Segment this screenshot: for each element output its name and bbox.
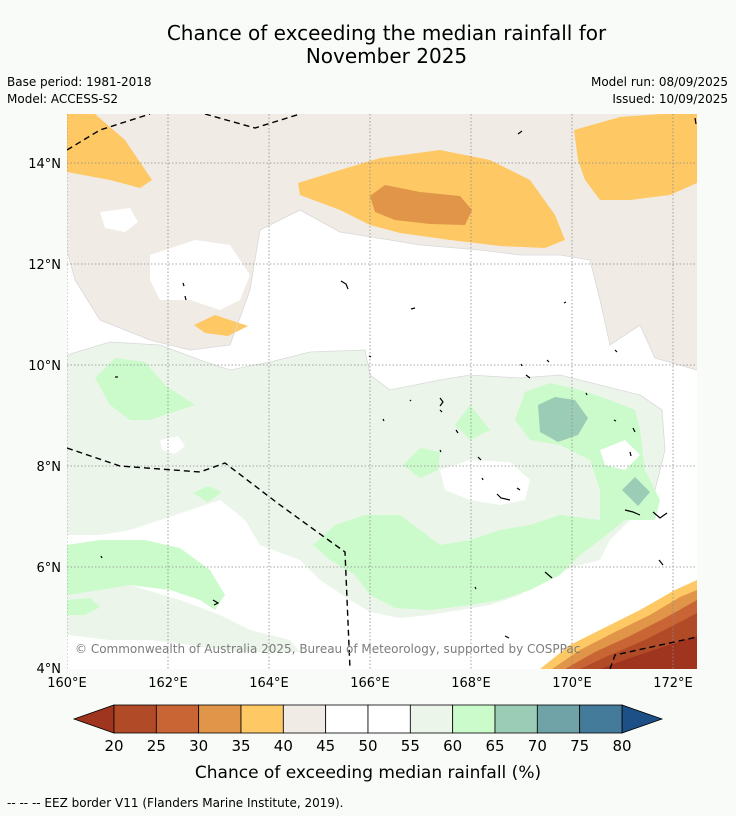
model-name: Model: ACCESS-S2 [7,92,119,106]
colorbar-segment [198,704,242,734]
colorbar-tick-label: 35 [231,737,250,755]
colorbar-tick-label: 70 [528,737,547,755]
y-tick-label: 8°N [37,460,62,475]
colorbar-tick-label: 50 [358,737,377,755]
contour-65-70-north [538,397,588,442]
colorbar-segment [282,704,327,734]
colorbar-segment [536,704,581,734]
x-axis: 160°E 162°E 164°E 166°E 168°E 170°E 172°… [47,676,693,691]
contour-60-65-small-3 [403,448,440,478]
x-tick-label: 168°E [451,676,491,691]
colorbar-segment [240,704,284,734]
colorbar-extend-low [72,704,115,734]
colorbar-segment [325,704,369,734]
contour-50-white-hole-1 [150,240,250,310]
y-tick-label: 10°N [28,359,61,374]
colorbar-tick-label: 45 [316,737,335,755]
colorbar-tick-label: 80 [612,737,631,755]
contour-65-70-south [622,477,650,506]
model-run: Model run: 08/09/2025 [590,75,728,89]
contour-40-45-small [194,315,248,336]
map-title: Chance of exceeding the median rainfall … [0,22,736,68]
meta-right: Model run: 08/09/2025 Issued: 10/09/2025 [591,74,728,108]
y-tick-label: 14°N [28,157,61,172]
colorbar-tick-label: 75 [570,737,589,755]
contour-60-65-small-2 [67,598,100,615]
x-tick-label: 160°E [47,676,87,691]
eez-borders [67,114,697,669]
issued-date: Issued: 10/09/2025 [612,92,728,106]
colorbar-segment [113,704,157,734]
meta-left: Base period: 1981-2018 Model: ACCESS-S2 [7,74,152,108]
gridlines [67,114,697,669]
contour-50-white-hole-4 [160,436,185,454]
x-tick-label: 164°E [249,676,289,691]
colorbar-segment [494,704,538,734]
y-tick-label: 12°N [28,258,61,273]
copyright-notice: © Commonwealth of Australia 2025, Bureau… [75,642,580,656]
eez-legend-note: -- -- -- EEZ border V11 (Flanders Marine… [7,796,344,810]
contour-40-45-ne [574,114,697,200]
x-tick-label: 166°E [350,676,390,691]
y-axis: 4°N 6°N 8°N 10°N 12°N 14°N [28,157,61,677]
contour-35-40 [370,185,472,225]
colorbar-segment [409,704,454,734]
contour-60-65-sw [67,540,225,610]
colorbar-tick-label: 25 [147,737,166,755]
contour-outlines [67,209,697,491]
x-tick-label: 172°E [653,676,693,691]
title-line-2: November 2025 [305,44,468,68]
colorbar-tick-label: 30 [189,737,208,755]
colorbar-labels: 20 25 30 35 40 45 50 55 60 65 70 75 80 [104,737,631,755]
colorbar-tick-label: 40 [274,737,293,755]
colorbar-segment [579,704,623,734]
contour-50-white-hole-3 [320,250,410,320]
colorbar-tick-label: 20 [104,737,123,755]
contour-55-60-sw [67,585,300,652]
colorbar-segment [367,704,411,734]
colorbar [72,704,664,734]
islands [100,117,697,639]
colorbar-title: Chance of exceeding median rainfall (%) [195,763,541,783]
colorbar-segment [452,704,496,734]
contour-60-65-small-4 [455,405,490,440]
y-tick-label: 6°N [37,561,62,576]
x-tick-label: 170°E [552,676,592,691]
colorbar-extend-high [621,704,664,734]
colorbar-tick-label: 55 [401,737,420,755]
colorbar-segment [155,704,200,734]
title-line-1: Chance of exceeding the median rainfall … [166,21,607,45]
contour-60-65-west [95,358,195,420]
contour-white-center-east [600,440,640,470]
y-tick-label: 4°N [37,662,62,677]
colorbar-tick-label: 65 [485,737,504,755]
contour-60-65-small-1 [193,486,222,502]
contour-60-65-central [313,383,660,610]
contour-40-45-nw [67,114,152,188]
contour-50-white-hole-2 [100,208,138,232]
probability-field: © Commonwealth of Australia 2025, Bureau… [67,114,697,669]
colorbar-tick-label: 60 [443,737,462,755]
base-period: Base period: 1981-2018 [7,75,152,89]
contour-50-white-mid [440,460,530,505]
x-tick-label: 162°E [148,676,188,691]
